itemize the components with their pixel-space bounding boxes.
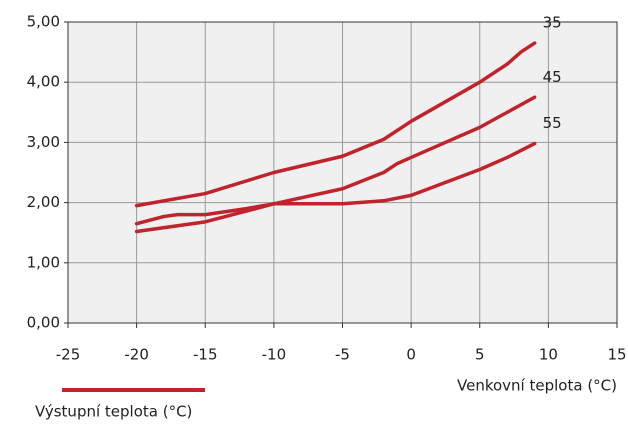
y-tick-label: 0,00 [27,314,60,332]
x-tick-label: -25 [56,346,81,364]
legend-label: Výstupní teplota (°C) [35,403,192,421]
series-label: 35 [543,14,562,32]
x-tick-label: 10 [539,346,558,364]
y-tick-label: 5,00 [27,13,60,31]
line-series [134,141,537,234]
series-label: 45 [543,68,562,86]
x-tick-label: -10 [262,346,287,364]
x-axis-label: Venkovní teplota (°C) [457,377,617,395]
x-tick-label: -20 [124,346,149,364]
y-tick-label: 4,00 [27,73,60,91]
y-tick-label: 2,00 [27,193,60,211]
line-series [134,95,537,226]
plot-border [67,21,618,324]
y-tick-label: 1,00 [27,253,60,271]
x-tick-label: -15 [193,346,218,364]
x-tick-label: 15 [607,346,626,364]
series-label: 55 [543,114,562,132]
x-tick-label: 0 [406,346,416,364]
line-series [134,41,537,208]
x-tick-label: 5 [475,346,485,364]
x-tick-label: -5 [335,346,350,364]
y-tick-label: 3,00 [27,133,60,151]
